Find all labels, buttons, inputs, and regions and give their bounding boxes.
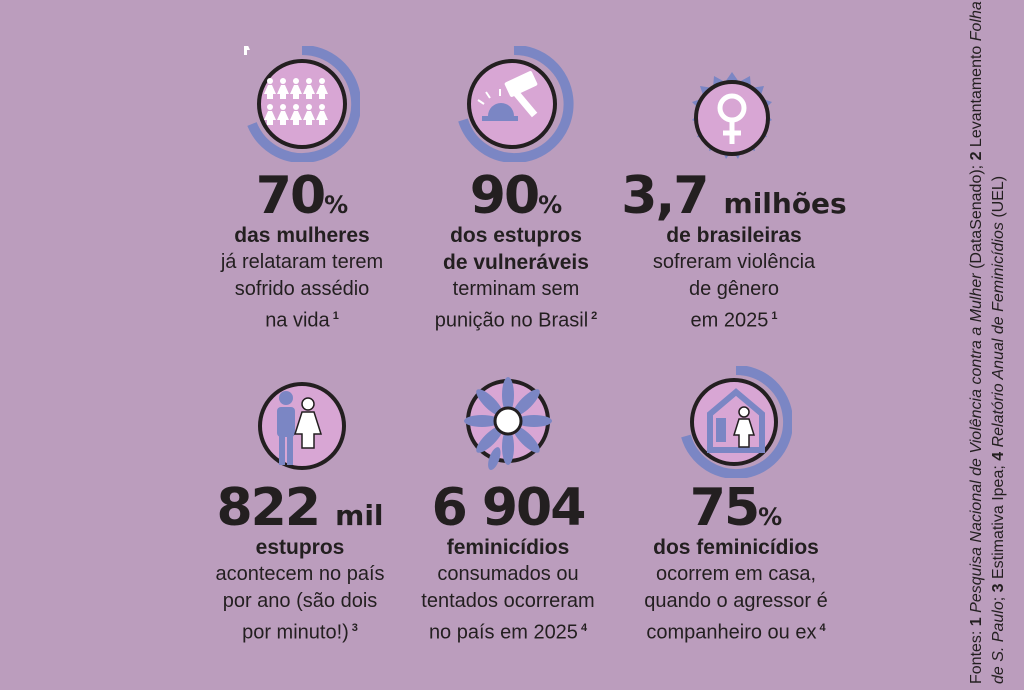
stat-unit: % [538, 191, 563, 219]
stat-unit: % [324, 191, 349, 219]
stat-text: tentados ocorreram [421, 590, 595, 612]
stat-number: 3,7 [621, 166, 709, 226]
stat-text: acontecem no país [215, 563, 385, 585]
stat-ring [247, 46, 360, 162]
stat-text: de gênero [688, 278, 780, 300]
flower-icon [464, 377, 552, 470]
stat-home-feminicides: 75% dos feminicídios ocorrem em casa, qu… [586, 482, 886, 647]
sources-note: Fontes: 1 Pesquisa Nacional de Violência… [968, 1, 1007, 684]
stat-text: terminam sem [452, 278, 580, 300]
stat-text: sofreram violência [652, 251, 816, 273]
man-woman-icon [258, 382, 346, 470]
footnote-ref: 4 [580, 622, 588, 634]
stat-subject: de brasileiras [666, 224, 802, 247]
stat-subject: dos feminicídios [653, 536, 819, 559]
stat-text: ocorrem em casa, [655, 563, 817, 585]
stat-feminicides: 6 904 feminicídios consumados ou tentado… [358, 482, 658, 647]
stat-number: 822 [216, 478, 321, 538]
stat-text: em 2025 [690, 309, 769, 332]
stat-text: sofrido assédio [234, 278, 370, 300]
stat-number: 75 [689, 478, 760, 538]
footnote-ref: 4 [819, 622, 826, 634]
stat-gender-violence: 3,7 milhões de brasileiras sofreram viol… [584, 170, 884, 335]
stat-number: 70 [255, 166, 326, 226]
stat-subject: feminicídios [446, 536, 570, 559]
stat-impunity: 90% dos estupros de vulneráveis terminam… [366, 170, 666, 335]
footnote-ref: 1 [771, 310, 778, 322]
stat-unit: % [758, 503, 783, 531]
stat-number: 90 [469, 166, 540, 226]
stat-unit: milhões [723, 187, 847, 220]
female-symbol-icon [692, 72, 772, 159]
stat-text: por minuto!) [242, 621, 349, 644]
stat-text: já relataram terem [220, 251, 384, 273]
stat-unit: mil [335, 499, 384, 532]
stat-subject: das mulheres [234, 224, 370, 247]
stat-rapes: 822 mil estupros acontecem no país por a… [150, 482, 450, 647]
stat-subject: de vulneráveis [443, 251, 589, 274]
stat-text: quando o agressor é [644, 590, 828, 612]
stat-text: no país em 2025 [428, 621, 578, 644]
footnote-ref: 3 [351, 622, 358, 634]
stat-subject: estupros [255, 536, 345, 559]
house-woman-icon [681, 366, 792, 478]
footnote-ref: 1 [332, 310, 339, 322]
stat-text: por ano (são dois [222, 590, 378, 612]
stat-text: punição no Brasil [434, 309, 589, 332]
stat-ring [458, 46, 574, 162]
stat-harassment: 70% das mulheres já relataram terem sofr… [152, 170, 452, 335]
women-group-icon [244, 46, 360, 162]
gavel-icon [458, 46, 574, 162]
stat-number: 6 904 [431, 478, 587, 538]
stat-text: na vida [265, 309, 330, 332]
stat-text: consumados ou [437, 563, 579, 585]
footnote-ref: 2 [591, 310, 598, 322]
stat-subject: dos estupros [450, 224, 582, 247]
stat-text: companheiro ou ex [646, 621, 817, 644]
stat-ring [681, 366, 792, 478]
